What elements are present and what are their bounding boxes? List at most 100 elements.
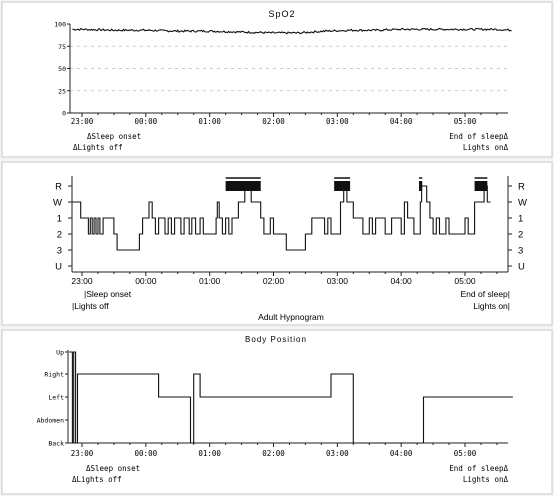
hypnogram-end-of-sleep-label: End of sleep| [461, 289, 510, 299]
y-tick-label: Up [56, 349, 64, 357]
x-tick-label: 03:00 [327, 276, 349, 286]
hypnogram-rem-bars [225, 177, 488, 191]
hypnogram-lights-on-text: Lights on [473, 301, 508, 311]
body-position-lights-on-arrow: Δ [503, 475, 508, 484]
spo2-sleep-onset-arrow: Δ [87, 132, 92, 141]
y-tick-label-right: 2 [518, 230, 523, 241]
spo2-lights-on-text: Lights on [463, 143, 504, 152]
y-tick-label: 25 [58, 87, 66, 95]
body-position-lights-off-text: Lights off [77, 475, 122, 484]
body-position-lights-off-label: ΔLights off [72, 475, 122, 484]
spo2-gridlines [70, 45, 508, 92]
y-tick-label-right: W [518, 198, 527, 209]
hypnogram-title: Adult Hypnogram [258, 312, 324, 322]
x-tick-label: 01:00 [198, 117, 221, 126]
y-tick-label-right: 3 [518, 246, 523, 257]
body-position-y-ticks: Up Right Left Abdomen Back [37, 349, 68, 448]
x-tick-label: 00:00 [135, 449, 158, 458]
body-position-sleep-onset-label: ΔSleep onset [86, 464, 140, 473]
body-position-x-ticks: 23:00 00:00 01:00 02:00 03:00 04:00 05:00 [71, 443, 498, 458]
body-position-title: Body Position [245, 335, 307, 344]
hypnogram-y-ticks: R RW W1 12 23 3U U [53, 182, 527, 273]
x-tick-label: 23:00 [71, 117, 94, 126]
body-position-lights-off-arrow: Δ [72, 475, 77, 484]
spo2-end-of-sleep-arrow: Δ [503, 132, 508, 141]
x-tick-label: 05:00 [454, 117, 477, 126]
hypnogram-lights-off-label: |Lights off [72, 301, 109, 311]
x-tick-label: 01:00 [199, 276, 221, 286]
y-tick-label: 2 [57, 230, 62, 241]
body-position-lights-on-text: Lights on [463, 475, 504, 484]
spo2-panel-background [1, 1, 553, 158]
hypnogram-markers: |Sleep onset |Lights off End of sleep| L… [72, 289, 510, 311]
y-tick-label: Back [48, 440, 64, 448]
hypnogram-lights-off-text: Lights off [74, 301, 109, 311]
x-tick-label: 02:00 [262, 117, 285, 126]
spo2-lights-on-label: Lights onΔ [463, 143, 509, 152]
spo2-end-of-sleep-text: End of sleep [449, 132, 504, 141]
spo2-end-of-sleep-label: End of sleepΔ [449, 132, 508, 141]
spo2-y-ticks: 0 25 50 75 100 [54, 21, 70, 118]
body-position-panel: Body Position Up Right Left Abdomen Back 23:… [1, 329, 553, 495]
hypnogram-lights-off-arrow: | [72, 301, 74, 311]
y-tick-label: W [53, 198, 62, 209]
y-tick-label: U [55, 262, 62, 273]
x-tick-label: 04:00 [390, 449, 413, 458]
body-position-lights-on-label: Lights onΔ [463, 475, 509, 484]
rem-bar [474, 181, 488, 191]
y-tick-label: Left [48, 394, 64, 402]
y-tick-label-right: R [518, 182, 525, 193]
y-tick-label: R [55, 182, 62, 193]
x-tick-label: 05:00 [454, 449, 477, 458]
hypnogram-end-of-sleep-text: End of sleep [461, 289, 509, 299]
y-tick-label-right: U [518, 262, 525, 273]
spo2-sleep-onset-text: Sleep onset [92, 132, 142, 141]
rem-bar [419, 181, 423, 191]
spo2-panel: SpO2 0 25 50 75 100 23:00 00:00 01:00 02:00 03:0… [1, 1, 553, 158]
hypnogram-sleep-onset-arrow: | [84, 289, 86, 299]
spo2-markers: ΔSleep onset ΔLights off End of sleepΔ L… [73, 132, 508, 152]
body-position-sleep-onset-arrow: Δ [86, 464, 91, 473]
y-tick-label: Abdomen [37, 417, 64, 425]
hypnogram-panel: R RW W1 12 23 3U U 23:00 00:00 01:00 02:00 03:00 04… [1, 161, 553, 326]
x-tick-label: 23:00 [71, 449, 94, 458]
rem-bar [334, 181, 351, 191]
y-tick-label-right: 1 [518, 214, 523, 225]
spo2-x-ticks: 23:00 00:00 01:00 02:00 03:00 04:00 05:00 [71, 113, 498, 126]
y-tick-label: Right [44, 371, 64, 379]
x-tick-label: 00:00 [135, 276, 157, 286]
spo2-title: SpO2 [268, 9, 295, 19]
hypnogram-series-line [72, 185, 491, 251]
y-tick-label: 100 [54, 21, 66, 29]
body-position-end-of-sleep-text: End of sleep [449, 464, 504, 473]
x-tick-label: 03:00 [326, 117, 349, 126]
spo2-lights-off-arrow: Δ [73, 143, 78, 152]
y-tick-label: 75 [58, 43, 66, 51]
x-tick-label: 05:00 [454, 276, 476, 286]
hypnogram-x-ticks: 23:00 00:00 01:00 02:00 03:00 04:00 05:00 [71, 272, 498, 286]
hypnogram-panel-background [1, 161, 553, 326]
hypnogram-lights-on-label: Lights on| [473, 301, 510, 311]
y-tick-label: 0 [62, 110, 66, 118]
spo2-lights-off-label: ΔLights off [73, 143, 123, 152]
spo2-sleep-onset-label: ΔSleep onset [87, 132, 141, 141]
rem-bar [225, 181, 261, 191]
body-position-panel-background [1, 329, 553, 495]
x-tick-label: 00:00 [135, 117, 158, 126]
hypnogram-end-of-sleep-arrow: | [508, 289, 510, 299]
x-tick-label: 04:00 [390, 117, 413, 126]
spo2-lights-on-arrow: Δ [503, 143, 508, 152]
y-tick-label: 3 [57, 246, 62, 257]
hypnogram-sleep-onset-text: Sleep onset [86, 289, 132, 299]
hypnogram-lights-on-arrow: | [508, 301, 510, 311]
spo2-lights-off-text: Lights off [78, 143, 123, 152]
body-position-markers: ΔSleep onset ΔLights off End of sleepΔ L… [72, 464, 508, 484]
y-tick-label: 1 [57, 214, 62, 225]
x-tick-label: 04:00 [391, 276, 413, 286]
body-position-series-line [69, 351, 513, 444]
x-tick-label: 01:00 [198, 449, 221, 458]
spo2-series-line [72, 27, 512, 35]
hypnogram-sleep-onset-label: |Sleep onset [84, 289, 132, 299]
